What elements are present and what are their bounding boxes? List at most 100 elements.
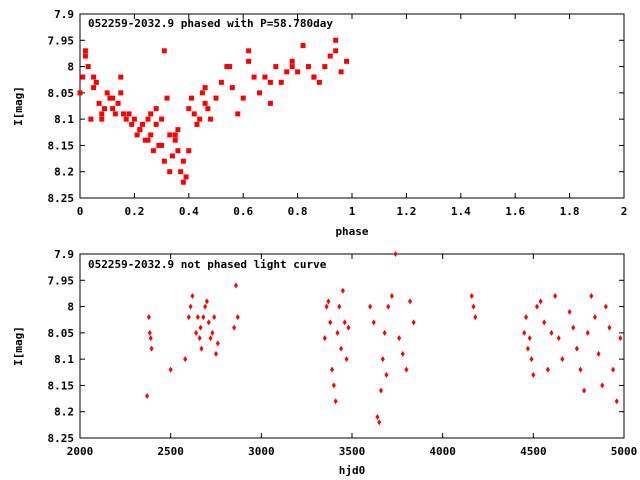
data-point <box>121 111 127 117</box>
data-point <box>340 287 345 294</box>
data-point <box>240 95 246 101</box>
data-point <box>195 314 200 321</box>
data-point <box>203 303 208 310</box>
data-point <box>218 79 224 85</box>
data-point <box>93 79 99 85</box>
data-point <box>148 335 153 342</box>
data-points <box>77 37 350 185</box>
y-tick-label: 8.2 <box>54 166 74 179</box>
data-point <box>229 85 235 91</box>
data-point <box>534 303 539 310</box>
data-point <box>167 132 173 138</box>
x-tick-label: 2 <box>621 205 628 218</box>
data-point <box>134 132 140 138</box>
data-point <box>115 100 121 106</box>
data-point <box>371 319 376 326</box>
data-point <box>379 387 384 394</box>
data-point <box>342 319 347 326</box>
data-point <box>574 345 579 352</box>
data-point <box>529 356 534 363</box>
data-point <box>324 303 329 310</box>
data-point <box>411 319 416 326</box>
data-point <box>542 319 547 326</box>
data-point <box>153 106 159 112</box>
data-point <box>382 329 387 336</box>
x-tick-label: 0.4 <box>179 205 199 218</box>
data-point <box>386 303 391 310</box>
data-point <box>198 324 203 331</box>
data-point <box>205 106 211 112</box>
x-tick-label: 0.2 <box>124 205 144 218</box>
data-point <box>582 387 587 394</box>
data-point <box>197 116 203 122</box>
data-point <box>202 85 208 91</box>
data-point <box>161 158 167 164</box>
data-point <box>305 64 311 70</box>
data-point <box>168 366 173 373</box>
data-point <box>159 142 165 148</box>
data-point <box>473 314 478 321</box>
x-axis-title: phase <box>335 225 368 238</box>
x-tick-label: 1.2 <box>396 205 416 218</box>
data-point <box>331 382 336 389</box>
y-tick-label: 8.15 <box>48 379 75 392</box>
y-tick-label: 8.15 <box>48 139 75 152</box>
data-point <box>578 366 583 373</box>
x-tick-label: 4000 <box>429 445 456 458</box>
data-point <box>208 335 213 342</box>
data-point <box>188 303 193 310</box>
data-point <box>267 100 273 106</box>
data-point <box>118 74 124 80</box>
data-point <box>99 111 105 117</box>
data-point <box>197 335 202 342</box>
data-point <box>295 69 301 75</box>
data-point <box>145 137 151 143</box>
data-point <box>191 111 197 117</box>
data-point <box>107 95 113 101</box>
data-point <box>145 116 151 122</box>
data-point <box>375 413 380 420</box>
y-tick-label: 8 <box>67 301 74 314</box>
data-point <box>159 116 165 122</box>
data-point <box>471 303 476 310</box>
data-point <box>368 303 373 310</box>
data-point <box>96 100 102 106</box>
chart-title: 052259-2032.9 phased with P=58.780day <box>88 17 333 30</box>
data-point <box>126 111 132 117</box>
data-point <box>194 329 199 336</box>
data-point <box>404 366 409 373</box>
data-point <box>208 116 214 122</box>
data-point <box>571 324 576 331</box>
data-point <box>311 74 317 80</box>
data-point <box>161 48 167 54</box>
data-point <box>596 350 601 357</box>
data-point <box>88 116 94 122</box>
data-point <box>618 335 623 342</box>
chart-panel-2: 2000 2500 3000 3500 4000 4500 5000 7.9 7.95 8 8.05… <box>12 248 637 477</box>
data-point <box>112 111 118 117</box>
data-point <box>328 319 333 326</box>
data-point <box>335 329 340 336</box>
data-point <box>524 314 529 321</box>
data-point <box>393 251 398 257</box>
data-point <box>150 148 156 154</box>
data-point <box>538 298 543 305</box>
x-tick-label: 0.6 <box>233 205 253 218</box>
data-point <box>284 69 290 75</box>
y-tick-label: 8.25 <box>48 192 75 205</box>
data-point <box>611 366 616 373</box>
data-point <box>527 335 532 342</box>
data-point <box>316 79 322 85</box>
y-tick-label: 8.1 <box>54 113 74 126</box>
data-point <box>149 345 154 352</box>
data-point <box>172 137 178 143</box>
data-point <box>82 53 88 59</box>
data-point <box>257 90 263 96</box>
data-point <box>232 324 237 331</box>
data-point <box>380 356 385 363</box>
data-point <box>186 314 191 321</box>
data-point <box>156 142 162 148</box>
data-point <box>337 303 342 310</box>
data-point <box>553 293 558 300</box>
